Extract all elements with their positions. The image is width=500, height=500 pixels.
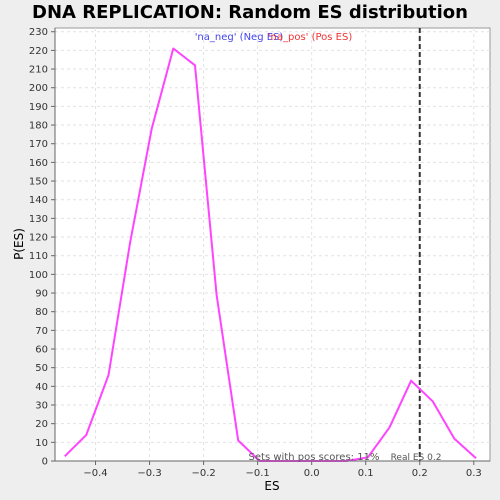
grid-layer xyxy=(55,28,490,462)
y-tick-label: 170 xyxy=(29,139,48,150)
y-tick-label: 60 xyxy=(35,345,48,356)
y-tick-label: 230 xyxy=(29,27,48,38)
y-tick-label: 40 xyxy=(35,382,48,393)
y-tick-label: 50 xyxy=(35,363,48,374)
y-tick-label: 180 xyxy=(29,121,48,132)
x-tick-label: 0.3 xyxy=(466,468,482,479)
y-tick-label: 160 xyxy=(29,158,48,169)
y-tick-label: 140 xyxy=(29,195,48,206)
x-tick-label: −0.4 xyxy=(83,468,107,479)
y-tick-label: 0 xyxy=(42,457,48,468)
y-tick-label: 110 xyxy=(29,251,48,262)
y-tick-label: 190 xyxy=(29,102,48,113)
legend-neg-label: 'na_neg' (Neg ES) xyxy=(195,32,284,43)
x-tick-label: −0.1 xyxy=(245,468,269,479)
chart-title: DNA REPLICATION: Random ES distribution xyxy=(32,2,468,23)
y-tick-label: 100 xyxy=(29,270,48,281)
x-tick-label: −0.2 xyxy=(191,468,215,479)
plot-area xyxy=(54,27,491,462)
pos-scores-annotation: Sets with pos scores: 11% xyxy=(249,452,380,463)
legend-pos-label: 'na_pos' (Pos ES) xyxy=(268,32,353,43)
y-tick-label: 210 xyxy=(29,65,48,76)
y-axis-label: P(ES) xyxy=(12,228,26,260)
x-axis-label: ES xyxy=(264,479,279,493)
y-tick-label: 200 xyxy=(29,83,48,94)
real-es-annotation: Real ES 0.2 xyxy=(391,453,442,463)
x-tick-label: 0.2 xyxy=(412,468,428,479)
y-tick-label: 150 xyxy=(29,177,48,188)
y-tick-label: 120 xyxy=(29,233,48,244)
y-tick-label: 10 xyxy=(35,438,48,449)
x-tick-label: 0.0 xyxy=(304,468,320,479)
y-tick-label: 130 xyxy=(29,214,48,225)
axis-layer: 0 10 20 30 40 50 60 70 80 90 100 110 120 130 140 150 160… xyxy=(29,27,490,479)
y-tick-label: 30 xyxy=(35,401,48,412)
y-tick-label: 20 xyxy=(35,419,48,430)
x-tick-label: −0.3 xyxy=(137,468,161,479)
y-tick-label: 220 xyxy=(29,46,48,57)
y-tick-label: 80 xyxy=(35,307,48,318)
y-tick-label: 70 xyxy=(35,326,48,337)
x-tick-label: 0.1 xyxy=(358,468,374,479)
y-tick-label: 90 xyxy=(35,289,48,300)
